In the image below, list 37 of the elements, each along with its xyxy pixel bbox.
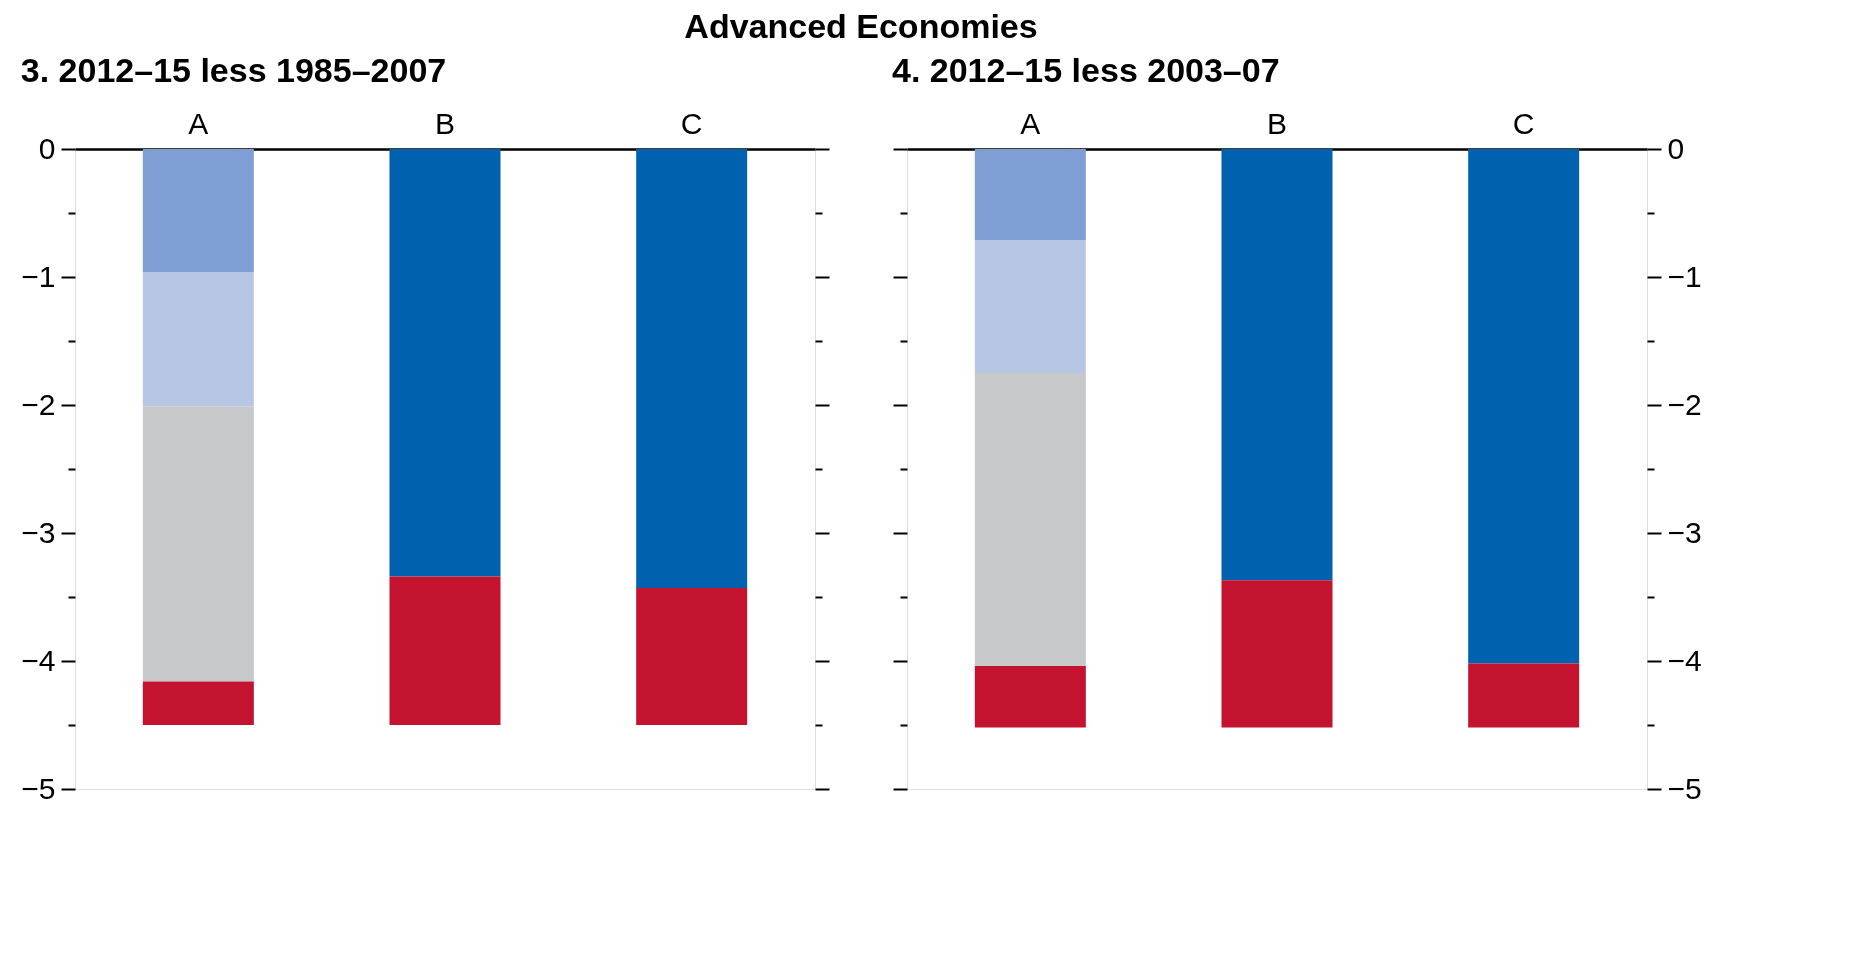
y-tick-label: 0 (38, 131, 56, 165)
bar (974, 149, 1086, 240)
x-tick-label: B (434, 106, 456, 140)
chart-title: Advanced Economies (684, 6, 1038, 45)
x-tick-label: A (188, 106, 209, 140)
y-tick-label: −1 (1667, 259, 1702, 293)
x-tick-label: A (1020, 106, 1041, 140)
y-tick-label: −1 (21, 259, 56, 293)
x-tick-label: B (1266, 106, 1288, 140)
chart-subtitle: 3. 2012–15 less 1985–2007 (20, 51, 447, 89)
bar (142, 271, 254, 407)
bar (974, 666, 1086, 728)
bar (1221, 580, 1333, 728)
chart-subtitle: 4. 2012–15 less 2003–07 (892, 51, 1280, 89)
y-tick-label: 0 (1667, 131, 1685, 165)
y-tick-label: −5 (1667, 771, 1702, 805)
bar (142, 406, 254, 682)
x-tick-label: C (1512, 106, 1535, 140)
bar (1468, 149, 1580, 664)
bar (142, 149, 254, 272)
bar (389, 576, 501, 725)
y-tick-label: −2 (21, 387, 56, 421)
bar (1468, 663, 1580, 728)
bar (142, 681, 254, 725)
bar (974, 239, 1086, 373)
bar (389, 149, 501, 577)
y-tick-label: −5 (21, 771, 56, 805)
bar (636, 588, 748, 725)
y-tick-label: −2 (1667, 387, 1702, 421)
y-tick-label: −3 (21, 515, 56, 549)
bar (1221, 149, 1333, 581)
bar (636, 149, 748, 589)
y-tick-label: −4 (21, 643, 56, 677)
y-tick-label: −3 (1667, 515, 1702, 549)
x-tick-label: C (680, 106, 703, 140)
bar (974, 373, 1086, 667)
y-tick-label: −4 (1667, 643, 1702, 677)
